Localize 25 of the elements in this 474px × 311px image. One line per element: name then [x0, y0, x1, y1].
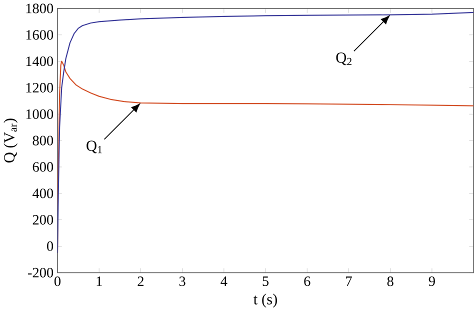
x-tick-label: 2: [138, 276, 144, 286]
x-tick-label: 1: [96, 276, 102, 286]
x-tick-label: 3: [179, 276, 186, 286]
y-tick-label: 800: [32, 136, 54, 146]
y-tick-label: 400: [32, 188, 54, 198]
x-tick-label: 4: [220, 276, 228, 286]
x-tick-label: 5: [262, 276, 269, 286]
x-tick-label: 6: [304, 276, 310, 286]
y-tick-label: 600: [32, 162, 54, 172]
y-tick-label: 1400: [26, 56, 54, 66]
y-tick-label: 1200: [26, 82, 54, 92]
y-tick-label: 1600: [26, 30, 54, 40]
y-axis-title: Q (V$_{ar}$): [4, 118, 18, 162]
x-tick-label: 7: [346, 276, 352, 286]
x-tick-label: 0: [54, 276, 61, 286]
y-tick-label: -200: [28, 268, 54, 278]
x-tick-label: 9: [428, 276, 435, 286]
text: Q$_{2}$: [336, 52, 352, 66]
x-tick-label: 8: [387, 276, 394, 286]
y-tick-label: 1000: [26, 109, 54, 119]
series-label: Q$_{1}$: [86, 140, 102, 154]
y-tick-label: 0: [47, 241, 54, 251]
y-tick-label: 1800: [26, 4, 54, 14]
y-tick-label: 200: [32, 214, 54, 224]
x-axis-title: t (s): [254, 294, 277, 308]
